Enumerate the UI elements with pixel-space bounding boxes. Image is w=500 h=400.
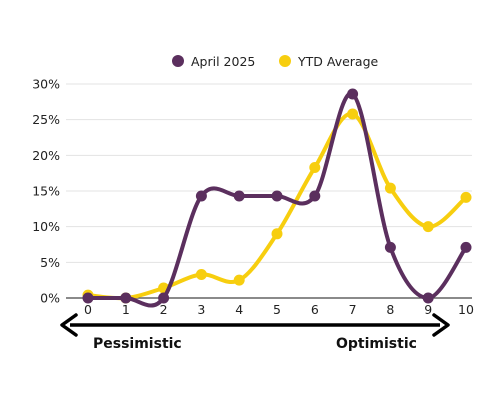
y-tick-label: 20%	[32, 148, 60, 163]
data-point-ytd-average	[195, 268, 207, 280]
y-tick-label: 25%	[32, 112, 60, 127]
x-tick-label: 8	[386, 302, 394, 317]
legend: April 2025 YTD Average	[172, 54, 379, 69]
gridlines	[66, 83, 472, 299]
x-tick-label: 0	[84, 302, 92, 317]
legend-label-april-2025: April 2025	[191, 54, 255, 69]
x-tick-label: 9	[424, 302, 432, 317]
data-point-april-2025	[384, 241, 396, 253]
x-axis-ticks: 0 1 2 3 4 5 6 7 8 9 10	[84, 302, 474, 317]
series-group	[82, 88, 472, 308]
x-tick-label: 7	[349, 302, 357, 317]
data-point-april-2025	[271, 190, 283, 202]
scale-arrow-left-head	[60, 313, 78, 337]
x-tick-label: 5	[273, 302, 281, 317]
scale-label-pessimistic: Pessimistic	[93, 336, 182, 352]
series-line-ytd-average	[86, 111, 468, 301]
x-tick-label: 4	[235, 302, 243, 317]
data-point-april-2025	[460, 241, 472, 253]
sentiment-scale-arrow	[60, 313, 450, 337]
data-point-ytd-average	[309, 161, 321, 173]
legend-marker-april-2025	[172, 55, 184, 67]
data-point-ytd-average	[384, 182, 396, 194]
data-point-april-2025	[82, 292, 94, 304]
data-point-april-2025	[309, 190, 321, 202]
legend-label-ytd-average: YTD Average	[297, 54, 379, 69]
y-tick-label: 10%	[32, 219, 60, 234]
scale-arrow-right-head	[432, 313, 450, 337]
y-axis-ticks: 0% 5% 10% 15% 20% 25% 30%	[32, 77, 60, 306]
data-point-ytd-average	[460, 191, 472, 203]
y-tick-label: 0%	[40, 291, 60, 306]
data-point-april-2025	[195, 190, 207, 202]
x-tick-label: 2	[160, 302, 168, 317]
data-point-april-2025	[233, 190, 245, 202]
y-tick-label: 30%	[32, 77, 60, 92]
data-point-april-2025	[347, 88, 359, 100]
x-tick-label: 6	[311, 302, 319, 317]
data-point-april-2025	[422, 292, 434, 304]
x-tick-label: 1	[122, 302, 130, 317]
y-tick-label: 5%	[40, 255, 60, 270]
x-tick-label: 3	[197, 302, 205, 317]
data-point-ytd-average	[271, 228, 283, 240]
data-point-april-2025	[120, 292, 132, 304]
data-point-ytd-average	[233, 274, 245, 286]
data-point-ytd-average	[422, 221, 434, 233]
legend-marker-ytd-average	[279, 55, 291, 67]
y-tick-label: 15%	[32, 184, 60, 199]
scale-label-optimistic: Optimistic	[336, 336, 417, 352]
data-point-ytd-average	[347, 108, 359, 120]
x-tick-label: 10	[458, 302, 474, 317]
data-point-april-2025	[158, 292, 170, 304]
